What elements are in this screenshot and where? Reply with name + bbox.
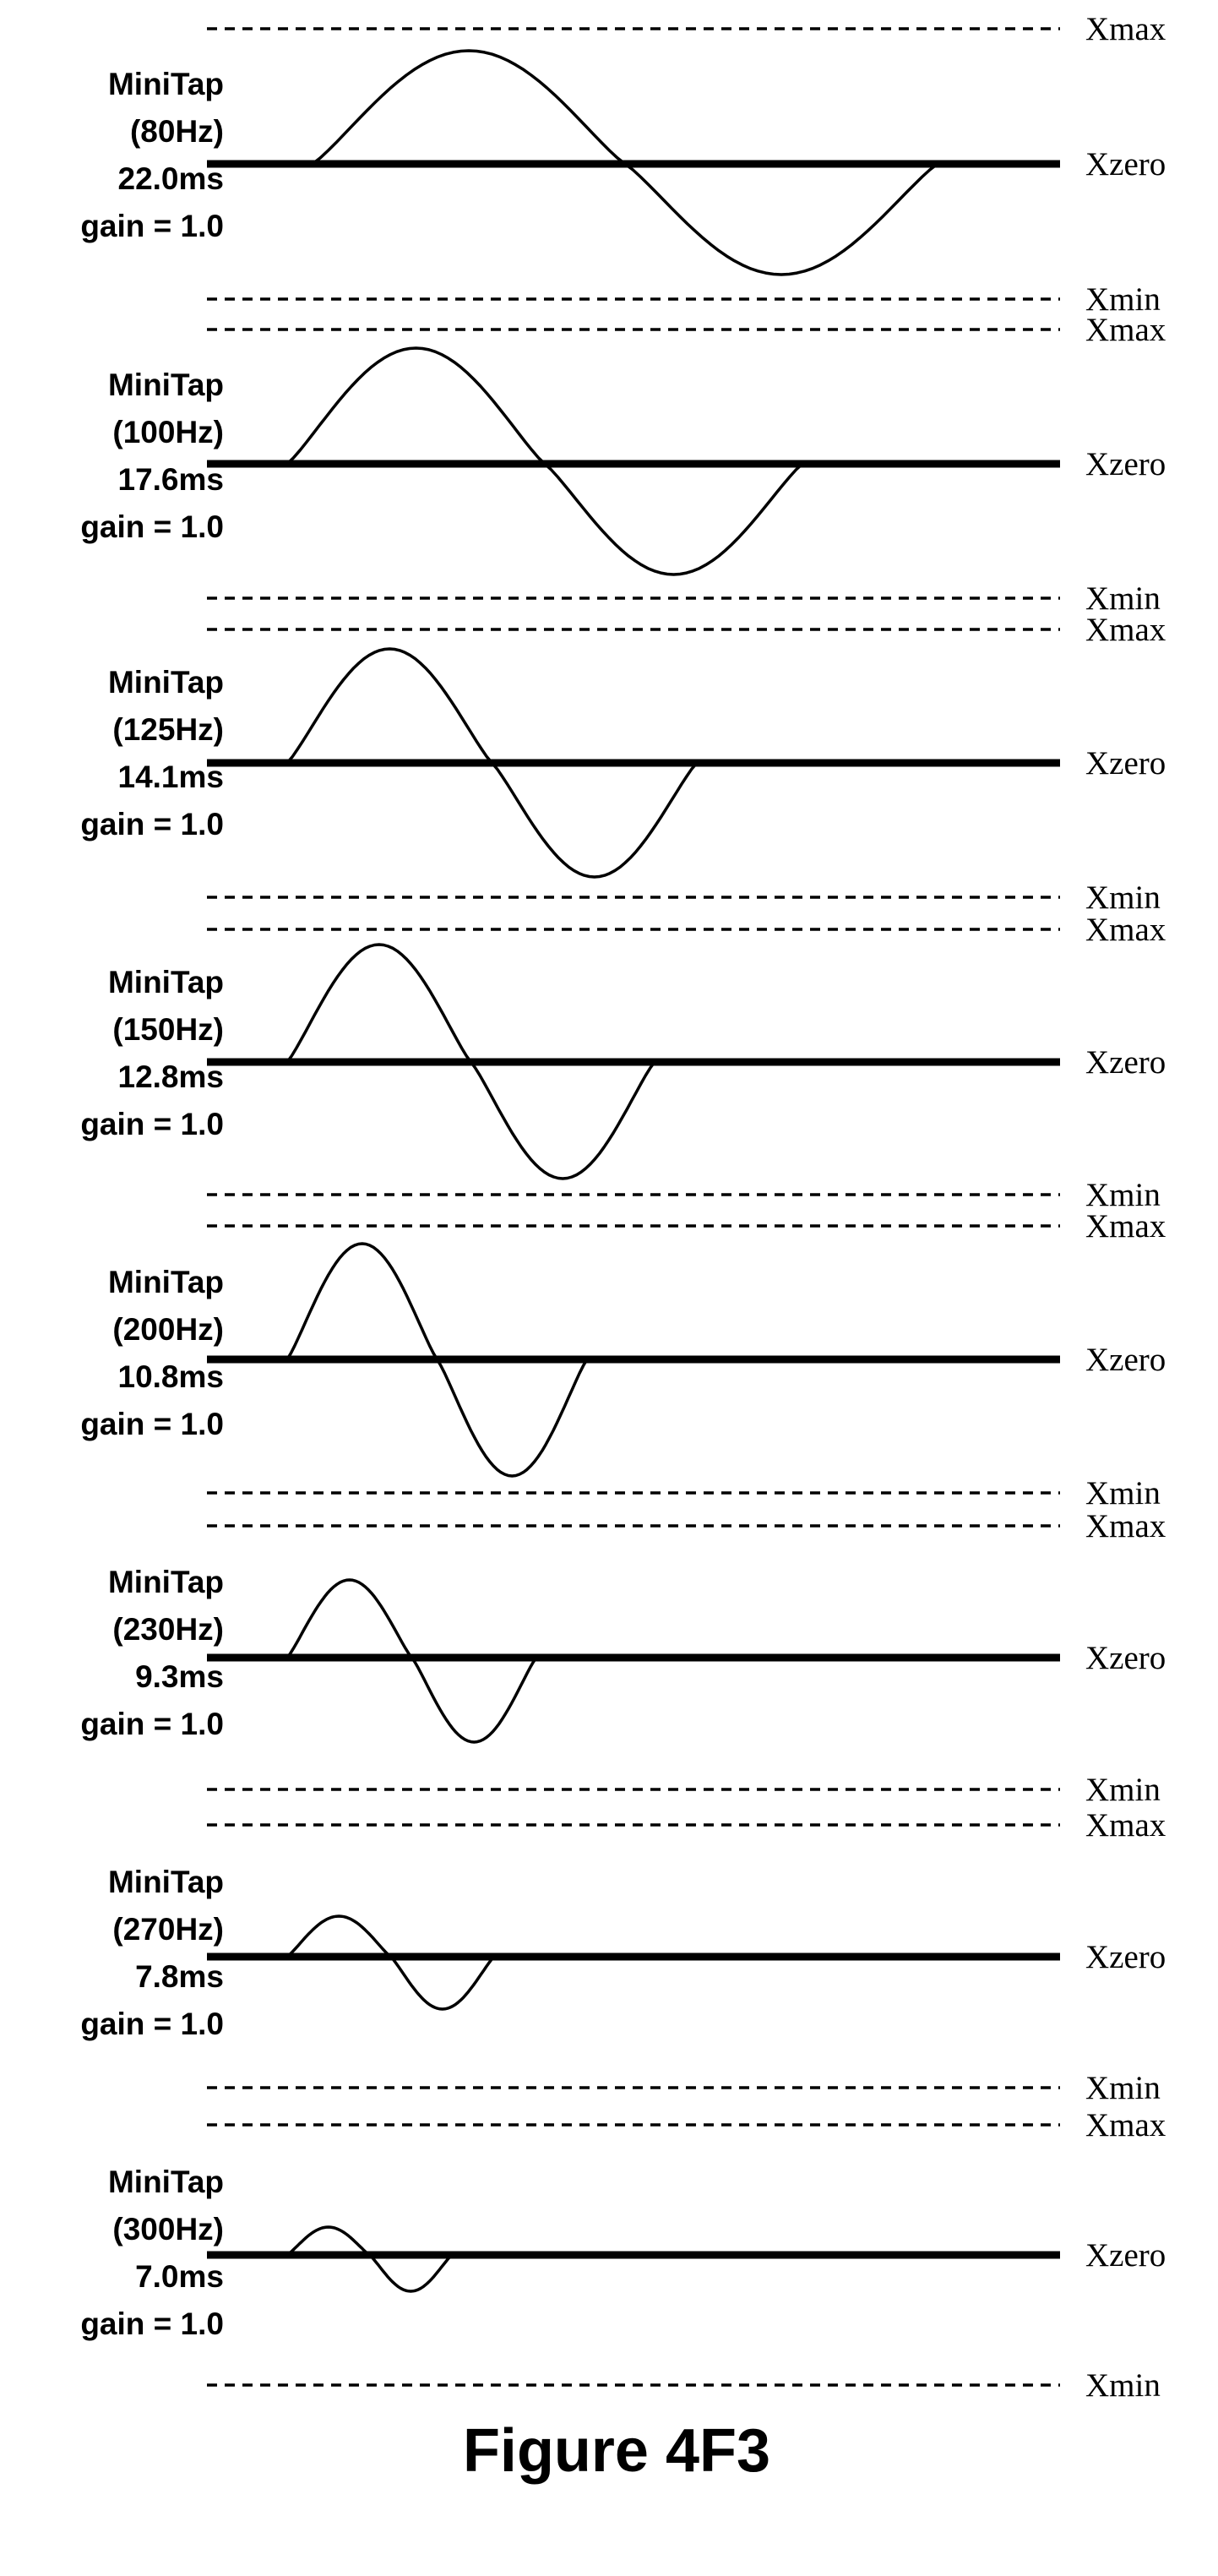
xmax-label: Xmax	[1085, 312, 1166, 348]
waveform-panel: Xmax Xzero Xmin MiniTap (125Hz) 14.1ms gain = …	[80, 612, 1166, 916]
panel-name-label: MiniTap	[108, 965, 224, 999]
xmax-label: Xmax	[1085, 11, 1166, 47]
xmin-label: Xmin	[1085, 880, 1161, 916]
panel-frequency-label: (230Hz)	[112, 1612, 224, 1647]
xzero-label: Xzero	[1085, 446, 1166, 482]
panel-duration-label: 12.8ms	[118, 1059, 225, 1094]
xmin-label: Xmin	[1085, 580, 1161, 617]
xmin-label: Xmin	[1085, 281, 1161, 318]
xmax-label: Xmax	[1085, 912, 1166, 948]
panel-name-label: MiniTap	[108, 1265, 224, 1299]
panel-duration-label: 14.1ms	[118, 760, 225, 794]
panel-gain-label: gain = 1.0	[80, 209, 224, 243]
waveform-panel: Xmax Xzero Xmin MiniTap (80Hz) 22.0ms gain = 1…	[80, 11, 1166, 318]
panel-gain-label: gain = 1.0	[80, 1707, 224, 1741]
panel-gain-label: gain = 1.0	[80, 509, 224, 544]
panel-duration-label: 9.3ms	[135, 1659, 224, 1694]
waveform-panel: Xmax Xzero Xmin MiniTap (200Hz) 10.8ms gain = …	[80, 1208, 1166, 1511]
waveform-panel: Xmax Xzero Xmin MiniTap (270Hz) 7.8ms gain = 1…	[80, 1807, 1166, 2106]
xzero-label: Xzero	[1085, 1342, 1166, 1378]
panel-frequency-label: (100Hz)	[112, 415, 224, 449]
panel-duration-label: 7.8ms	[135, 1959, 224, 1994]
xmax-label: Xmax	[1085, 2107, 1166, 2143]
xzero-label: Xzero	[1085, 2237, 1166, 2274]
xzero-label: Xzero	[1085, 1939, 1166, 1975]
panel-gain-label: gain = 1.0	[80, 2306, 224, 2341]
panel-duration-label: 7.0ms	[135, 2259, 224, 2294]
panel-frequency-label: (300Hz)	[112, 2212, 224, 2247]
figure-caption: Figure 4F3	[463, 2417, 770, 2485]
panel-frequency-label: (150Hz)	[112, 1012, 224, 1047]
panel-gain-label: gain = 1.0	[80, 1407, 224, 1441]
xmin-label: Xmin	[1085, 1177, 1161, 1213]
panel-frequency-label: (125Hz)	[112, 712, 224, 747]
panel-gain-label: gain = 1.0	[80, 2007, 224, 2041]
xmin-label: Xmin	[1085, 1772, 1161, 1808]
tap-waveform	[285, 1914, 496, 2011]
panel-duration-label: 17.6ms	[118, 462, 225, 497]
waveform-panel: Xmax Xzero Xmin MiniTap (100Hz) 17.6ms gain = …	[80, 312, 1166, 617]
panel-name-label: MiniTap	[108, 1865, 224, 1899]
panel-name-label: MiniTap	[108, 1565, 224, 1599]
xmax-label: Xmax	[1085, 1508, 1166, 1544]
panel-duration-label: 22.0ms	[118, 161, 225, 196]
panel-gain-label: gain = 1.0	[80, 1107, 224, 1141]
panel-name-label: MiniTap	[108, 67, 224, 101]
panel-frequency-label: (200Hz)	[112, 1312, 224, 1347]
xmin-label: Xmin	[1085, 2070, 1161, 2106]
waveform-panel: Xmax Xzero Xmin MiniTap (300Hz) 7.0ms gain = 1…	[80, 2107, 1166, 2404]
xzero-label: Xzero	[1085, 1640, 1166, 1676]
xzero-label: Xzero	[1085, 745, 1166, 782]
xzero-label: Xzero	[1085, 1044, 1166, 1081]
xmax-label: Xmax	[1085, 1807, 1166, 1844]
waveform-panel: Xmax Xzero Xmin MiniTap (230Hz) 9.3ms gain = 1…	[80, 1508, 1166, 1808]
waveform-panel: Xmax Xzero Xmin MiniTap (150Hz) 12.8ms gain = …	[80, 912, 1166, 1213]
panel-name-label: MiniTap	[108, 665, 224, 700]
xmax-label: Xmax	[1085, 612, 1166, 648]
xzero-label: Xzero	[1085, 146, 1166, 182]
xmin-label: Xmin	[1085, 1475, 1161, 1511]
tap-waveform	[285, 2225, 454, 2293]
panel-name-label: MiniTap	[108, 2165, 224, 2199]
xmin-label: Xmin	[1085, 2367, 1161, 2404]
panel-name-label: MiniTap	[108, 368, 224, 402]
panel-gain-label: gain = 1.0	[80, 807, 224, 841]
panel-frequency-label: (270Hz)	[112, 1912, 224, 1947]
waveform-panels: Xmax Xzero Xmin MiniTap (80Hz) 22.0ms gain = 1…	[80, 11, 1166, 2404]
panel-frequency-label: (80Hz)	[130, 114, 224, 149]
panel-duration-label: 10.8ms	[118, 1359, 225, 1394]
xmax-label: Xmax	[1085, 1208, 1166, 1244]
